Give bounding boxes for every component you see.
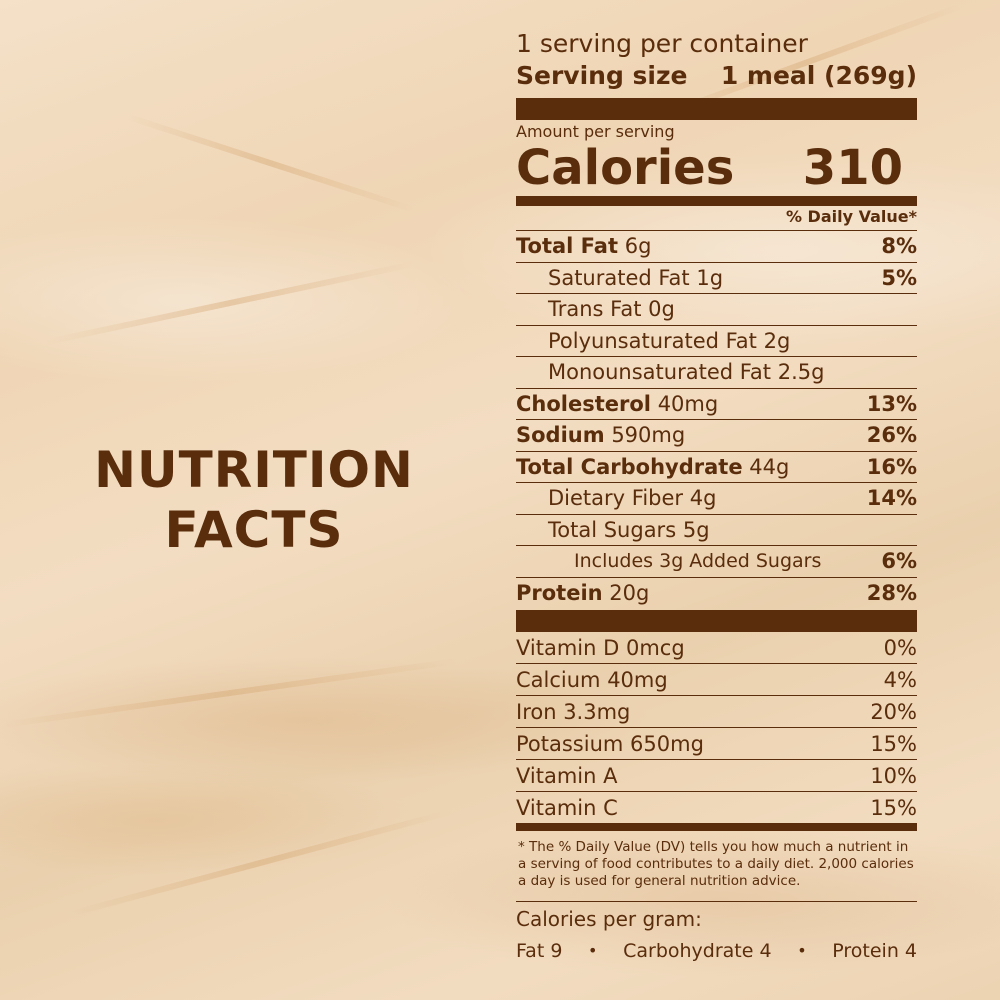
nutrient-name: Sodium	[516, 423, 605, 448]
vitamin-pct: 10%	[870, 763, 917, 788]
nutrient-amount: 0g	[648, 297, 675, 322]
amount-per-serving: Amount per serving	[516, 122, 675, 141]
calories-per-gram-carbohydrate: Carbohydrate 4	[623, 940, 772, 962]
vitamin-name: Calcium 40mg	[516, 667, 668, 692]
vitamin-name: Vitamin A	[516, 763, 618, 788]
nutrient-name: Includes 3g Added Sugars	[574, 550, 822, 573]
nutrition-facts-panel: 1 serving per container Serving size 1 m…	[516, 28, 917, 964]
nutrient-row-sodium: Sodium 590mg 26%	[516, 420, 917, 452]
calories-row: Calories 310	[516, 142, 917, 194]
daily-value-header: % Daily Value*	[516, 206, 917, 231]
vitamin-row-vitamin-c: Vitamin C 15%	[516, 792, 917, 823]
nutrient-pct: 14%	[866, 486, 917, 511]
nutrient-amount: 6g	[624, 234, 652, 259]
nutrient-row-saturated-fat: Saturated Fat 1g 5%	[516, 263, 917, 294]
vitamin-row-potassium: Potassium 650mg 15%	[516, 728, 917, 760]
servings-per-container: 1 serving per container	[516, 29, 808, 58]
nutrient-amount: 2g	[763, 328, 791, 353]
nutrient-row-added-sugars: Includes 3g Added Sugars 6%	[516, 546, 917, 578]
nutrient-row-protein: Protein 20g 28%	[516, 578, 917, 609]
nutrient-row-cholesterol: Cholesterol 40mg 13%	[516, 389, 917, 420]
marble-vein	[126, 113, 414, 213]
vitamin-name: Potassium 650mg	[516, 731, 704, 756]
vitamin-row-vitamin-d: Vitamin D 0mcg 0%	[516, 632, 917, 664]
vitamin-row-calcium: Calcium 40mg 4%	[516, 664, 917, 696]
calories-label: Calories	[516, 140, 735, 196]
calories-per-gram-row: Fat 9 • Carbohydrate 4 • Protein 4	[516, 938, 917, 964]
vitamin-row-iron: Iron 3.3mg 20%	[516, 696, 917, 728]
vitamin-pct: 0%	[883, 635, 917, 660]
nutrient-name: Monounsaturated Fat	[548, 360, 772, 385]
calories-per-gram-title: Calories per gram:	[516, 907, 702, 931]
vitamin-name: Iron 3.3mg	[516, 699, 631, 724]
nutrient-amount: 40mg	[657, 391, 719, 416]
nutrient-row-dietary-fiber: Dietary Fiber 4g 14%	[516, 483, 917, 515]
calories-per-gram-fat: Fat 9	[516, 940, 563, 962]
nutrient-pct: 16%	[866, 454, 917, 479]
page-title: NUTRITION FACTS	[78, 440, 430, 560]
nutrient-pct: 26%	[866, 423, 917, 448]
nutrient-row-total-fat: Total Fat 6g 8%	[516, 231, 917, 263]
footnote-divider	[516, 823, 917, 831]
bullet-separator: •	[797, 941, 807, 960]
nutrient-name: Total Sugars	[548, 517, 677, 542]
nutrient-amount: 4g	[689, 486, 717, 511]
footnote-rule	[516, 901, 917, 902]
nutrient-pct: 5%	[881, 265, 917, 290]
vitamin-pct: 15%	[870, 795, 917, 820]
nutrient-name: Protein	[516, 580, 603, 605]
nutrient-amount: 2.5g	[777, 360, 825, 385]
thick-divider	[516, 610, 917, 632]
vitamin-name: Vitamin D 0mcg	[516, 635, 685, 660]
nutrient-amount: 20g	[609, 580, 650, 605]
calories-per-gram-protein: Protein 4	[832, 940, 917, 962]
vitamin-pct: 20%	[870, 699, 917, 724]
marble-vein	[66, 808, 454, 918]
serving-size-label: Serving size	[516, 61, 688, 90]
serving-size-row: Serving size 1 meal (269g)	[516, 60, 917, 94]
nutrient-name: Saturated Fat	[548, 265, 690, 290]
nutrient-pct: 28%	[866, 580, 917, 605]
vitamin-pct: 15%	[870, 731, 917, 756]
medium-divider	[516, 196, 917, 206]
vitamin-name: Vitamin C	[516, 795, 618, 820]
nutrient-name: Total Carbohydrate	[516, 454, 743, 479]
nutrient-row-trans-fat: Trans Fat 0g	[516, 294, 917, 326]
marble-vein	[43, 260, 417, 346]
nutrient-name: Dietary Fiber	[548, 486, 684, 511]
nutrient-pct: 6%	[881, 549, 917, 574]
nutrient-row-total-carbohydrate: Total Carbohydrate 44g 16%	[516, 452, 917, 483]
nutrient-name: Polyunsaturated Fat	[548, 328, 757, 353]
nutrient-amount: 5g	[682, 517, 710, 542]
nutrient-name: Total Fat	[516, 234, 619, 259]
nutrient-amount: 44g	[749, 454, 790, 479]
nutrient-row-monounsaturated-fat: Monounsaturated Fat 2.5g	[516, 357, 917, 389]
nutrient-pct: 13%	[866, 391, 917, 416]
calories-value: 310	[802, 140, 903, 196]
nutrient-pct: 8%	[881, 234, 917, 259]
nutrient-row-polyunsaturated-fat: Polyunsaturated Fat 2g	[516, 326, 917, 357]
marble-vein	[1, 658, 459, 728]
bullet-separator: •	[588, 941, 598, 960]
vitamin-pct: 4%	[883, 667, 917, 692]
daily-value-footnote: * The % Daily Value (DV) tells you how m…	[518, 839, 914, 889]
nutrient-amount: 1g	[696, 265, 724, 290]
title-line-1: NUTRITION	[94, 441, 414, 499]
title-line-2: FACTS	[164, 501, 344, 559]
nutrient-row-total-sugars: Total Sugars 5g	[516, 515, 917, 546]
nutrient-name: Trans Fat	[548, 297, 642, 322]
nutrient-amount: 590mg	[611, 423, 686, 448]
serving-size-value: 1 meal (269g)	[720, 61, 917, 90]
nutrient-name: Cholesterol	[516, 391, 651, 416]
thick-divider	[516, 98, 917, 120]
vitamin-row-vitamin-a: Vitamin A 10%	[516, 760, 917, 792]
